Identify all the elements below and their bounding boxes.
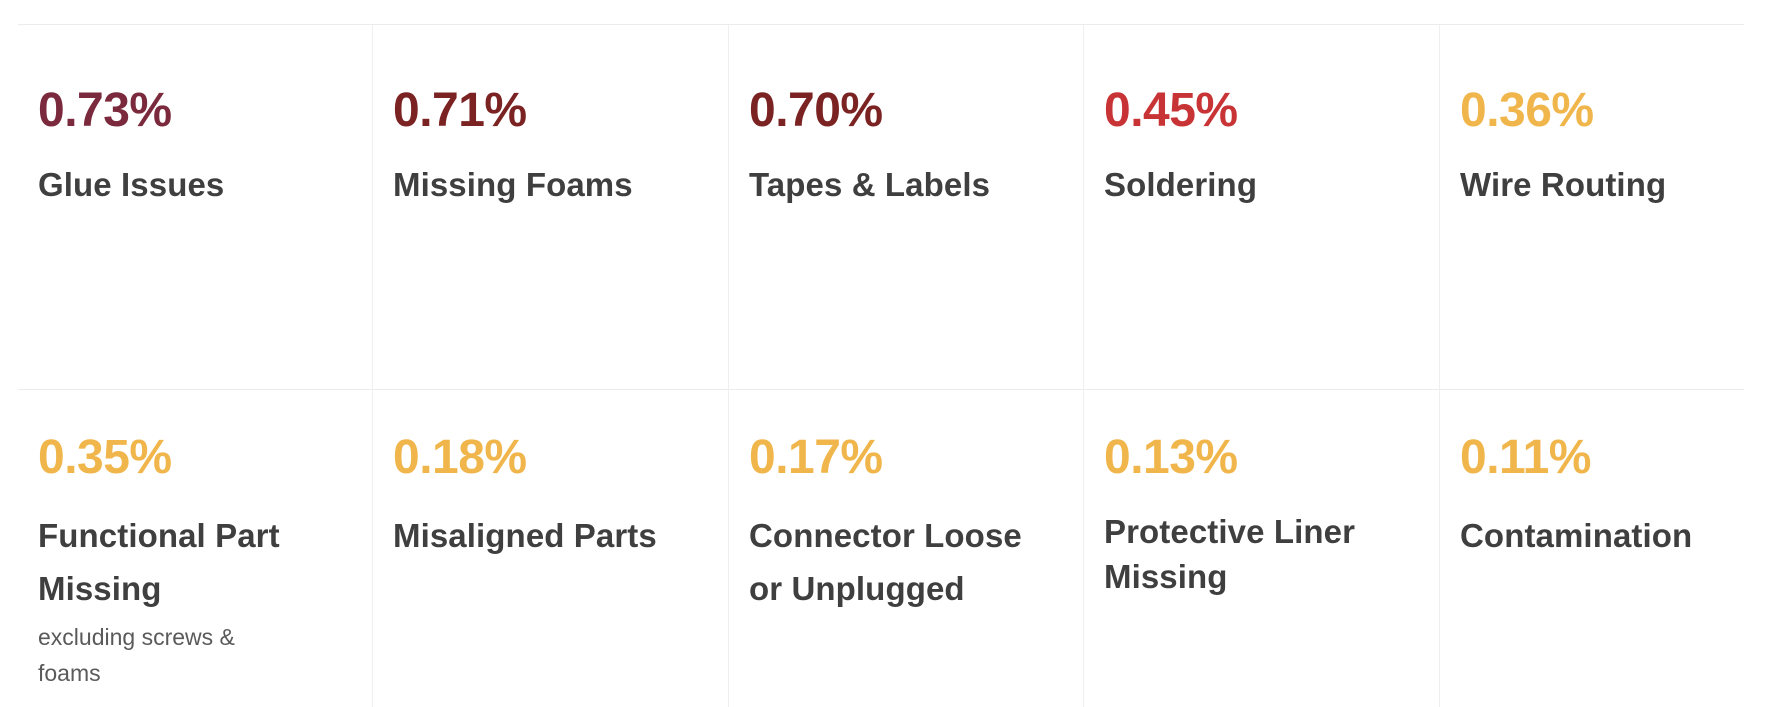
- metric-label: Missing Foams: [393, 166, 633, 204]
- metric-card-missing-foams: 0.71% Missing Foams: [373, 25, 729, 390]
- metric-value: 0.35%: [38, 431, 172, 484]
- metric-value: 0.18%: [393, 431, 527, 484]
- metric-card-contamination: 0.11% Contamination: [1440, 390, 1744, 707]
- metric-value: 0.71%: [393, 84, 527, 137]
- metric-card-connector-loose: 0.17% Connector Loose or Unplugged: [729, 390, 1084, 707]
- metric-label: Contamination: [1460, 517, 1693, 555]
- metric-value: 0.73%: [38, 84, 172, 137]
- metric-value: 0.36%: [1460, 84, 1594, 137]
- metric-label: Glue Issues: [38, 166, 225, 204]
- metric-card-protective-liner-missing: 0.13% Protective Liner Missing: [1084, 390, 1440, 707]
- metric-card-soldering: 0.45% Soldering: [1084, 25, 1440, 390]
- metric-value: 0.11%: [1460, 431, 1591, 484]
- metric-label: Wire Routing: [1460, 166, 1667, 204]
- metric-value: 0.45%: [1104, 84, 1238, 137]
- metric-label: Protective Liner Missing: [1104, 513, 1356, 596]
- metric-value: 0.17%: [749, 431, 883, 484]
- metric-card-wire-routing: 0.36% Wire Routing: [1440, 25, 1744, 390]
- metric-label: Misaligned Parts: [393, 517, 657, 555]
- metric-card-glue-issues: 0.73% Glue Issues: [18, 25, 373, 390]
- metric-card-tapes-labels: 0.70% Tapes & Labels: [729, 25, 1084, 390]
- metric-label: Functional Part Missing: [38, 517, 280, 608]
- metric-value: 0.13%: [1104, 431, 1238, 484]
- metric-note: excluding screws & foams: [38, 624, 235, 687]
- metric-card-misaligned-parts: 0.18% Misaligned Parts: [373, 390, 729, 707]
- metric-value: 0.70%: [749, 84, 883, 137]
- metric-label: Tapes & Labels: [749, 166, 991, 204]
- metric-label: Soldering: [1104, 166, 1258, 204]
- metric-card-functional-part-missing: 0.35% Functional Part Missing excluding …: [18, 390, 373, 707]
- defect-metrics-grid: 0.73% Glue Issues 0.71% Missing Foams 0.…: [18, 24, 1744, 707]
- metric-label: Connector Loose or Unplugged: [749, 517, 1022, 608]
